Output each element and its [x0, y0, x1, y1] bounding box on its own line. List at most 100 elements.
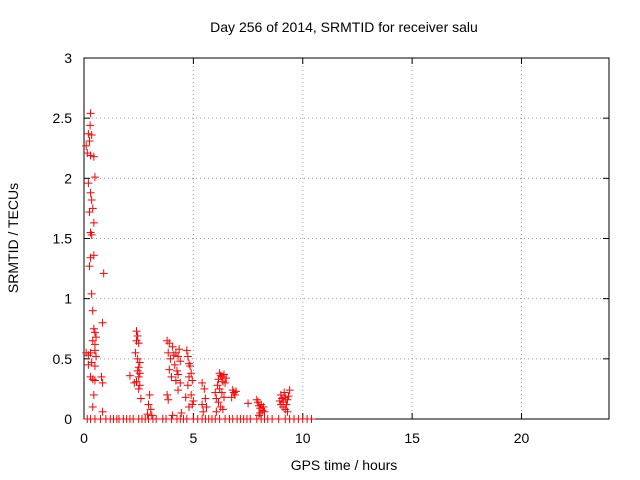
data-point: [143, 410, 152, 419]
data-point: [189, 396, 198, 405]
x-tick-label: 10: [295, 430, 311, 446]
data-point: [185, 372, 193, 381]
y-tick-label: 1.5: [53, 231, 73, 247]
data-point: [260, 407, 269, 416]
data-point: [174, 370, 183, 379]
data-point: [174, 386, 183, 395]
data-point: [85, 262, 94, 271]
x-axis-title: GPS time / hours: [291, 457, 398, 473]
data-point: [89, 218, 98, 227]
data-point: [131, 348, 140, 357]
data-point: [186, 362, 195, 371]
data-point: [135, 381, 144, 390]
data-point: [181, 393, 190, 402]
data-point: [188, 376, 197, 385]
data-point: [87, 289, 96, 298]
data-point: [86, 348, 95, 357]
data-point: [168, 342, 177, 351]
data-point: [285, 386, 294, 395]
data-point: [86, 188, 95, 197]
grid-lines: [84, 58, 609, 419]
data-point: [174, 352, 183, 361]
data-point: [255, 411, 263, 420]
x-tick-label: 15: [404, 430, 420, 446]
data-point: [166, 354, 175, 363]
x-tick-label: 20: [514, 430, 530, 446]
data-point: [92, 333, 101, 342]
data-point: [170, 360, 179, 369]
data-point: [283, 395, 292, 404]
data-point: [136, 394, 145, 403]
axis-ticks: [83, 57, 609, 420]
data-point: [134, 339, 143, 348]
data-point: [98, 318, 107, 327]
data-point: [90, 362, 99, 371]
data-point: [176, 357, 185, 366]
x-tick-label: 5: [189, 430, 197, 446]
x-tick-label: 0: [80, 430, 88, 446]
data-point: [98, 378, 107, 387]
data-point: [283, 407, 292, 416]
data-point: [176, 378, 185, 387]
chart-title: Day 256 of 2014, SRMTID for receiver sal…: [210, 19, 478, 35]
data-point: [198, 400, 207, 409]
data-point: [202, 402, 211, 411]
data-point: [87, 230, 96, 239]
data-point: [134, 363, 143, 372]
data-point: [218, 405, 227, 414]
y-axis-title: SRMTID / TECUs: [5, 183, 21, 293]
data-point: [125, 371, 134, 380]
data-point: [213, 381, 222, 390]
y-tick-label: 0.5: [53, 351, 73, 367]
data-point: [232, 387, 241, 396]
data-point: [135, 358, 144, 367]
data-point: [183, 352, 192, 361]
data-point: [85, 137, 94, 146]
data-point: [307, 415, 316, 423]
data-point: [87, 358, 96, 367]
data-point: [172, 366, 181, 375]
data-point: [182, 346, 191, 355]
plot-frame: [83, 57, 610, 420]
data-point: [134, 372, 143, 381]
data-point: [183, 381, 192, 390]
data-point: [89, 251, 98, 260]
data-point: [198, 378, 207, 387]
y-tick-label: 2.5: [53, 110, 73, 126]
data-point: [99, 269, 108, 278]
data-point: [145, 390, 154, 399]
data-point: [171, 376, 180, 385]
data-point: [187, 390, 196, 399]
data-point: [188, 400, 197, 409]
y-tick-labels: 0 0.5 1 1.5 2 2.5 3: [53, 50, 73, 427]
data-point: [222, 374, 231, 383]
data-point: [90, 173, 99, 182]
data-point: [130, 378, 139, 387]
data-point: [221, 378, 230, 387]
data-point: [280, 388, 289, 397]
data-point: [90, 376, 99, 385]
data-point: [220, 393, 228, 402]
data-point: [212, 394, 221, 403]
y-tick-label: 1: [64, 291, 72, 307]
data-point: [132, 327, 141, 336]
data-point: [177, 408, 186, 417]
data-point: [133, 354, 142, 363]
data-point: [89, 390, 98, 399]
data-point: [92, 352, 101, 361]
data-point: [284, 392, 293, 401]
data-point: [175, 345, 184, 354]
data-point: [86, 109, 95, 118]
data-point: [163, 390, 172, 399]
data-point: [86, 121, 95, 130]
data-point: [212, 407, 221, 416]
data-point: [89, 324, 98, 333]
data-point: [87, 195, 96, 204]
data-point: [144, 400, 153, 409]
data-point: [276, 400, 285, 409]
data-point: [216, 371, 225, 380]
y-tick-label: 2: [64, 170, 72, 186]
data-point: [201, 394, 210, 403]
data-point: [88, 204, 97, 213]
data-points: [82, 109, 316, 423]
